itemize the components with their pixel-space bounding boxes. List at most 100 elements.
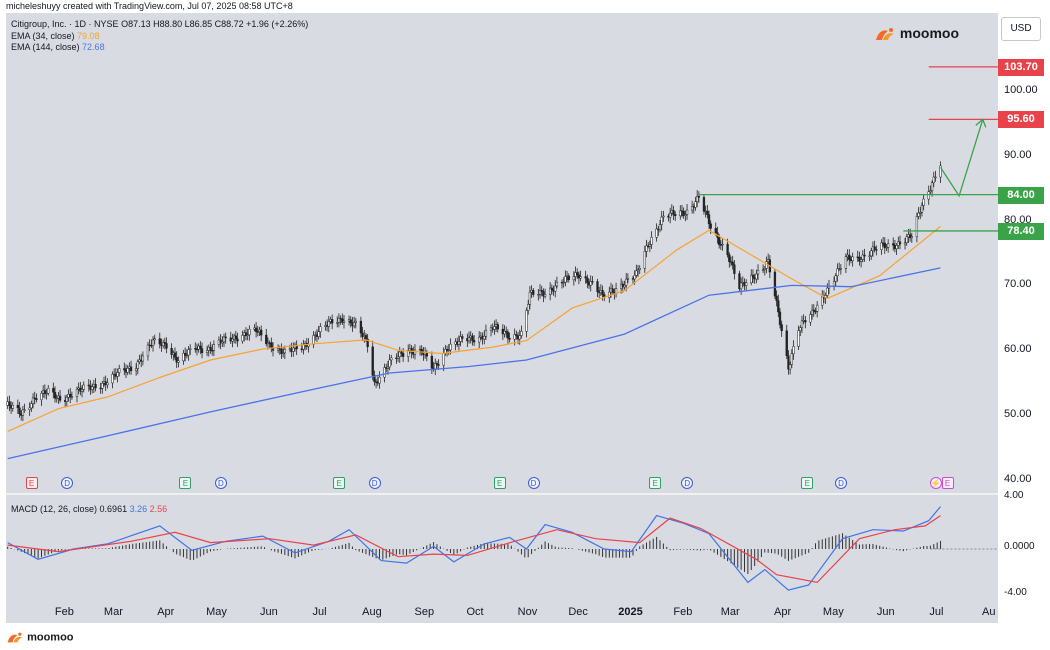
candle xyxy=(812,304,815,317)
currency-button[interactable]: USD xyxy=(1001,17,1041,41)
candle xyxy=(151,336,155,352)
dividend-event-icon[interactable]: D xyxy=(527,477,540,489)
candle xyxy=(187,346,190,361)
price-level-badge: 78.40 xyxy=(998,222,1044,240)
legend-symbol[interactable]: Citigroup, Inc. · 1D · NYSE xyxy=(11,19,119,29)
candle xyxy=(241,330,244,344)
candle xyxy=(883,237,886,254)
dividend-event-icon[interactable]: D xyxy=(835,477,848,489)
candle xyxy=(505,326,508,338)
legend-ema34-label[interactable]: EMA (34, close) xyxy=(11,30,75,41)
candle xyxy=(903,238,907,250)
dividend-event-icon[interactable]: D xyxy=(61,477,74,489)
candle xyxy=(221,336,224,347)
candle xyxy=(508,332,511,343)
earnings-event-icon[interactable]: E xyxy=(179,477,192,489)
candle xyxy=(106,378,109,389)
time-tick-label: May xyxy=(206,606,227,618)
earnings-event-icon[interactable]: E xyxy=(25,477,38,489)
candle xyxy=(373,370,376,386)
candle xyxy=(589,275,592,292)
earnings-event-icon[interactable]: E xyxy=(493,477,506,489)
split-event-icon[interactable]: ⚡ xyxy=(929,477,942,489)
macd-legend-hist: 0.6961 xyxy=(99,504,128,514)
footer-brand: moomoo xyxy=(6,631,74,644)
candle xyxy=(875,245,878,256)
candle xyxy=(354,317,357,329)
candle xyxy=(892,237,895,251)
candle xyxy=(821,290,824,310)
earnings-event-icon[interactable]: E xyxy=(801,477,814,489)
dividend-event-icon[interactable]: D xyxy=(214,477,227,489)
time-tick-label: Mar xyxy=(103,606,123,618)
time-tick-label: Apr xyxy=(157,606,175,618)
chart-canvas[interactable] xyxy=(6,13,998,623)
chart-area[interactable]: Citigroup, Inc. · 1D · NYSE O87.13 H88.8… xyxy=(6,13,998,623)
price-axis[interactable]: USD 40.00 50.00 60.00 70.00 80.00 90.00 100.00… xyxy=(998,13,1045,623)
candle xyxy=(199,341,202,355)
candle xyxy=(873,240,876,253)
candle xyxy=(116,368,119,383)
macd-tick-label: -4.00 xyxy=(1004,587,1027,598)
candle xyxy=(459,331,462,347)
candle xyxy=(895,243,898,255)
candle xyxy=(407,344,410,363)
candle xyxy=(53,386,57,403)
candle xyxy=(173,347,177,361)
candle xyxy=(668,207,672,224)
legend-ema144-value: 72.68 xyxy=(82,42,105,52)
candle xyxy=(183,347,187,362)
dividend-event-icon[interactable]: D xyxy=(368,477,381,489)
candle xyxy=(449,338,452,355)
candle xyxy=(800,315,804,334)
legend-ema144-label[interactable]: EMA (144, close) xyxy=(11,42,80,52)
candle xyxy=(386,361,390,375)
dividend-event-icon[interactable]: D xyxy=(681,477,694,489)
earnings-event-icon[interactable]: E xyxy=(649,477,662,489)
candle xyxy=(706,204,709,219)
time-tick-label: Jul xyxy=(312,606,327,618)
candle xyxy=(844,253,848,273)
candle xyxy=(567,273,570,283)
candle xyxy=(799,325,802,337)
price-tick-label: 100.00 xyxy=(1004,83,1038,96)
candle xyxy=(111,371,114,389)
candle xyxy=(549,282,552,301)
candle xyxy=(349,316,352,328)
price-level-badge: 103.70 xyxy=(998,58,1044,76)
candle xyxy=(378,371,381,389)
candle xyxy=(684,210,687,222)
time-tick-label: Jul xyxy=(929,606,944,618)
earnings-event-icon[interactable]: E xyxy=(333,477,346,489)
moomoo-logo-icon xyxy=(7,632,23,643)
candle xyxy=(520,325,523,339)
candle xyxy=(265,328,268,347)
candle xyxy=(398,346,401,363)
candle xyxy=(177,356,180,368)
candle xyxy=(694,196,697,211)
candle xyxy=(586,274,589,289)
candle xyxy=(118,364,121,377)
candle xyxy=(163,337,167,350)
macd-legend-label[interactable]: MACD (12, 26, close) xyxy=(11,504,98,514)
candle xyxy=(342,315,346,329)
macd-tick-label: 0.0000 xyxy=(1004,541,1035,552)
candle xyxy=(80,385,84,398)
candle xyxy=(696,190,699,208)
candle xyxy=(919,206,922,220)
candle xyxy=(79,381,82,396)
price-tick-label: 90.00 xyxy=(1004,148,1032,161)
candle xyxy=(650,231,653,250)
candle xyxy=(898,235,902,250)
candle xyxy=(489,324,493,337)
candle xyxy=(471,333,474,346)
candle xyxy=(816,301,819,318)
candle xyxy=(194,342,197,353)
candle xyxy=(868,251,871,262)
candle xyxy=(939,161,942,183)
candle xyxy=(126,365,129,376)
time-axis[interactable]: Feb Mar Apr May Jun Jul Aug Sep Oct Nov Dec 2025 Feb… xyxy=(6,603,998,623)
candle xyxy=(209,341,212,354)
candle xyxy=(170,343,173,359)
earnings-event-icon[interactable]: E xyxy=(941,477,954,489)
